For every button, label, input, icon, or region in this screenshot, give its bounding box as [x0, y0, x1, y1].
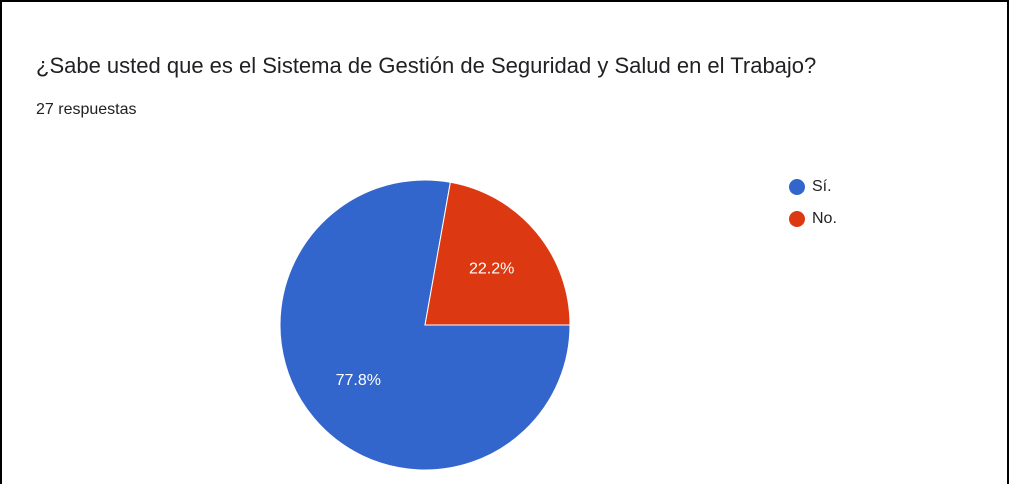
slice-label: 77.8% — [336, 372, 381, 389]
legend-label: Sí. — [812, 178, 832, 195]
legend-swatch — [789, 179, 805, 195]
chart-title: ¿Sabe usted que es el Sistema de Gestión… — [36, 53, 816, 78]
pie-slice — [424, 181, 571, 326]
legend-label: No. — [812, 210, 837, 227]
legend-swatch — [789, 211, 805, 227]
chart-subtitle: 27 respuestas — [36, 101, 137, 118]
slice-label: 22.2% — [469, 260, 514, 277]
